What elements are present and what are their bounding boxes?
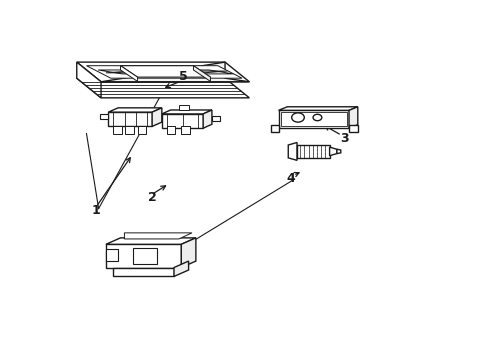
Polygon shape <box>77 78 249 98</box>
Polygon shape <box>106 71 227 73</box>
Polygon shape <box>329 147 336 156</box>
Polygon shape <box>162 114 203 128</box>
Polygon shape <box>179 105 188 110</box>
Polygon shape <box>174 261 188 276</box>
Polygon shape <box>120 66 137 81</box>
Polygon shape <box>278 107 357 111</box>
Polygon shape <box>193 66 210 81</box>
Polygon shape <box>106 238 196 244</box>
Polygon shape <box>108 112 152 126</box>
Polygon shape <box>86 66 242 78</box>
Text: 2: 2 <box>147 191 156 204</box>
Polygon shape <box>287 143 296 160</box>
Polygon shape <box>106 249 118 261</box>
Polygon shape <box>271 125 278 132</box>
Polygon shape <box>152 108 162 126</box>
Polygon shape <box>348 107 357 128</box>
Polygon shape <box>137 126 146 134</box>
Polygon shape <box>120 66 210 77</box>
Polygon shape <box>296 145 329 158</box>
Polygon shape <box>348 125 357 132</box>
Polygon shape <box>101 62 249 82</box>
Polygon shape <box>181 126 190 134</box>
Polygon shape <box>125 126 134 134</box>
Polygon shape <box>166 126 175 134</box>
Polygon shape <box>278 111 348 128</box>
Polygon shape <box>77 62 249 82</box>
Text: 5: 5 <box>179 70 188 83</box>
Text: 1: 1 <box>92 204 101 217</box>
Polygon shape <box>106 244 181 267</box>
Text: 3: 3 <box>339 132 348 145</box>
Polygon shape <box>98 70 233 74</box>
Polygon shape <box>211 116 220 121</box>
Polygon shape <box>113 267 174 276</box>
Polygon shape <box>181 238 196 267</box>
Polygon shape <box>336 149 340 154</box>
Polygon shape <box>100 114 108 119</box>
Polygon shape <box>203 110 211 128</box>
Text: 4: 4 <box>286 172 294 185</box>
Polygon shape <box>113 126 122 134</box>
Polygon shape <box>162 110 211 114</box>
Polygon shape <box>77 62 101 98</box>
Polygon shape <box>132 248 157 264</box>
Polygon shape <box>124 233 192 239</box>
Polygon shape <box>108 108 162 112</box>
